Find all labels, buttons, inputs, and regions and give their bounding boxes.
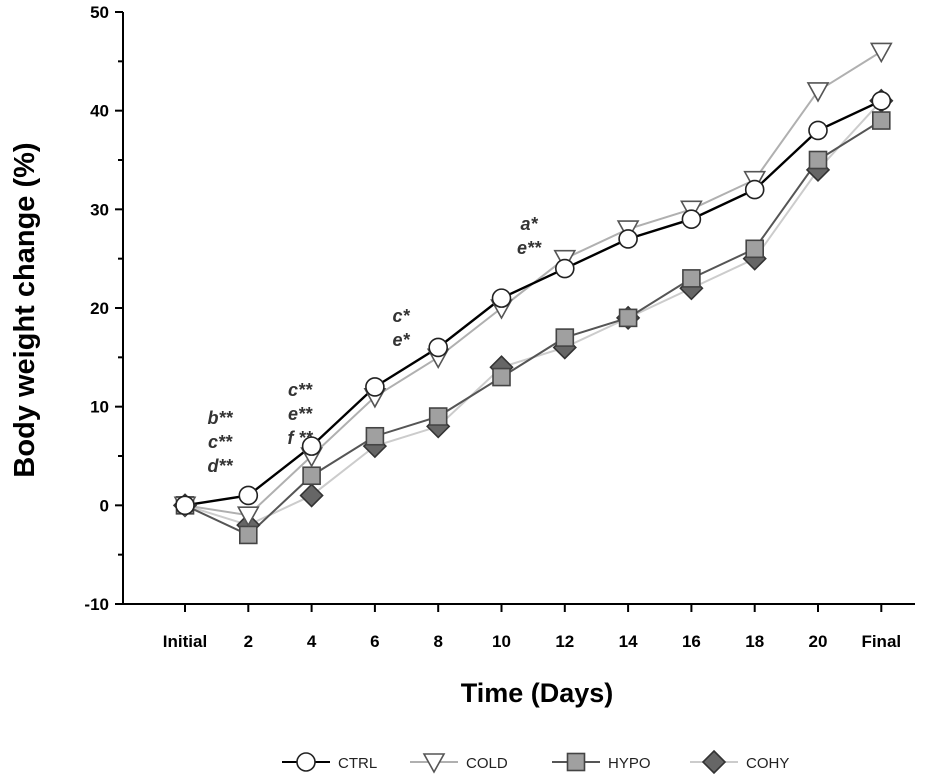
legend-label-ctrl: CTRL bbox=[338, 755, 377, 772]
x-tick-label: 14 bbox=[619, 632, 638, 651]
data-point-cold bbox=[869, 42, 893, 64]
x-tick-label: Final bbox=[861, 632, 901, 651]
x-tick-label: 18 bbox=[745, 632, 764, 651]
series-line-ctrl bbox=[184, 99, 882, 507]
data-point-hypo bbox=[302, 466, 321, 486]
data-point-hypo bbox=[239, 525, 258, 545]
data-point-hypo bbox=[871, 111, 891, 130]
data-point-hypo bbox=[808, 150, 828, 170]
data-point-hypo bbox=[492, 367, 511, 387]
significance-annotation: c** bbox=[288, 380, 313, 400]
y-tick-label: 30 bbox=[90, 200, 109, 219]
data-point-ctrl bbox=[871, 91, 892, 111]
legend-marker-cold bbox=[422, 753, 446, 774]
y-tick-label: 20 bbox=[90, 299, 109, 318]
data-point-cold bbox=[806, 82, 830, 103]
series-line-hypo bbox=[184, 119, 882, 537]
series-line-cohy bbox=[184, 100, 883, 527]
x-tick-label: 16 bbox=[682, 632, 701, 651]
y-tick-label: -10 bbox=[84, 595, 109, 614]
data-point-ctrl bbox=[808, 120, 828, 141]
x-tick-label: Initial bbox=[163, 632, 207, 651]
legend: CTRL COLD HYPO COHY bbox=[282, 749, 789, 775]
legend-label-hypo: HYPO bbox=[608, 755, 651, 772]
data-point-cohy bbox=[299, 483, 324, 508]
data-point-hypo bbox=[555, 328, 575, 347]
data-point-ctrl bbox=[681, 209, 702, 229]
data-point-hypo bbox=[365, 426, 385, 446]
data-point-hypo bbox=[682, 269, 701, 288]
y-tick-label: 0 bbox=[100, 496, 109, 515]
significance-annotation: e** bbox=[517, 238, 542, 258]
legend-marker-ctrl bbox=[296, 752, 316, 772]
series-layer bbox=[172, 42, 894, 545]
data-point-ctrl bbox=[428, 337, 449, 358]
x-tick-label: 10 bbox=[492, 632, 511, 651]
data-point-ctrl bbox=[491, 288, 512, 308]
data-point-ctrl bbox=[365, 377, 385, 397]
data-point-cold bbox=[236, 506, 260, 527]
legend-marker-cohy bbox=[701, 749, 727, 775]
significance-annotation: b** bbox=[207, 408, 233, 428]
significance-annotation: d** bbox=[207, 456, 233, 476]
y-axis-title: Body weight change (%) bbox=[9, 142, 41, 477]
significance-annotation: c* bbox=[392, 306, 410, 326]
x-tick-label: 8 bbox=[433, 632, 442, 651]
legend-label-cold: COLD bbox=[466, 755, 508, 772]
significance-annotation: e* bbox=[392, 330, 410, 350]
data-point-ctrl bbox=[301, 436, 322, 456]
data-point-hypo bbox=[745, 239, 765, 259]
x-tick-label: 4 bbox=[307, 632, 317, 651]
significance-annotation: a* bbox=[520, 214, 538, 234]
x-tick-label: 6 bbox=[370, 632, 379, 651]
x-tick-label: 20 bbox=[809, 632, 828, 651]
axes: -10 0 10 20 30 40 50 Initial 2 4 6 8 10 12 14 16 18 20 Fin… bbox=[84, 3, 915, 651]
data-point-ctrl bbox=[618, 229, 638, 249]
y-tick-label: 50 bbox=[90, 3, 109, 22]
x-tick-label: 12 bbox=[555, 632, 574, 651]
data-point-ctrl bbox=[238, 485, 259, 506]
data-point-ctrl bbox=[175, 495, 195, 516]
data-point-ctrl bbox=[744, 179, 765, 200]
x-axis-title: Time (Days) bbox=[461, 678, 614, 708]
significance-annotation: f ** bbox=[287, 428, 313, 448]
y-tick-label: 40 bbox=[90, 102, 109, 121]
significance-annotation: e** bbox=[288, 404, 313, 424]
y-tick-label: 10 bbox=[90, 398, 109, 417]
significance-annotation: c** bbox=[208, 432, 233, 452]
annotation-layer: b** c** d** c** e** f ** c* e* a* e** bbox=[207, 214, 542, 476]
data-point-hypo bbox=[618, 308, 638, 328]
legend-label-cohy: COHY bbox=[746, 755, 789, 772]
x-tick-label: 2 bbox=[244, 632, 253, 651]
data-point-ctrl bbox=[554, 258, 575, 279]
legend-marker-hypo bbox=[566, 752, 586, 772]
data-point-hypo bbox=[428, 407, 448, 426]
